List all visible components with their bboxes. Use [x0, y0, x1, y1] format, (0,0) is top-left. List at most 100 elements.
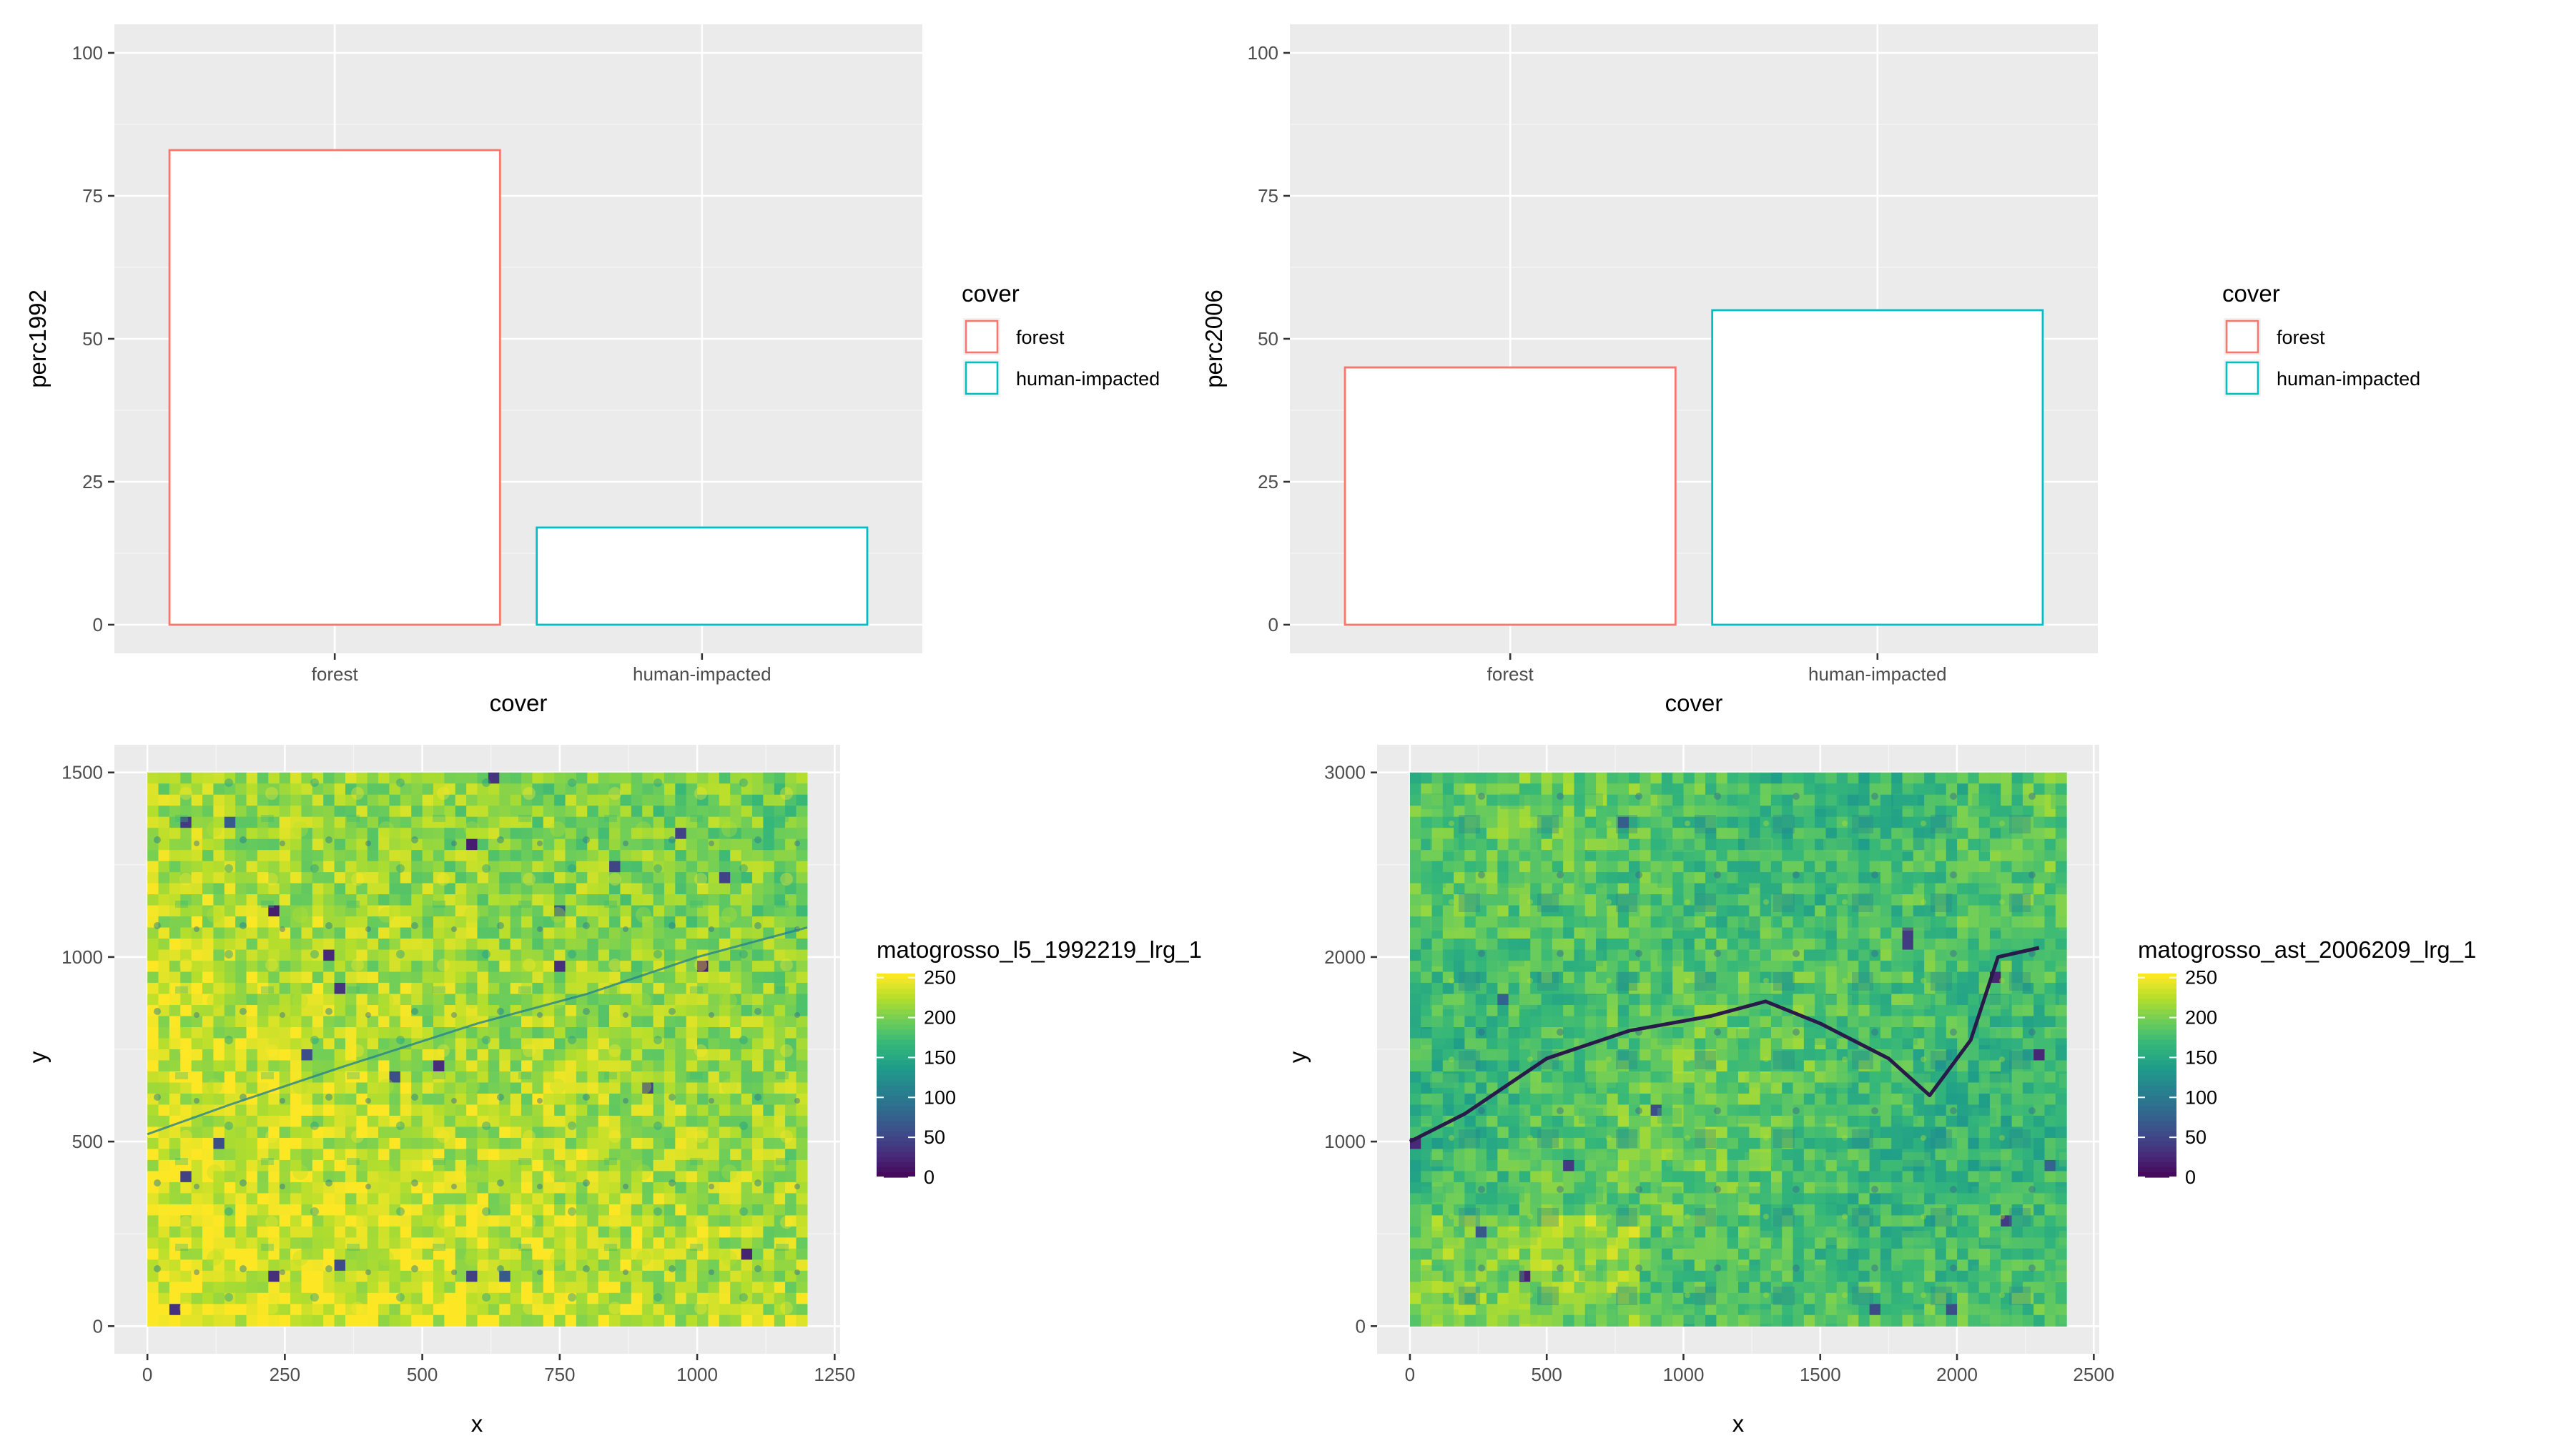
bar-forest	[168, 149, 501, 626]
colorbar-segment	[877, 1167, 915, 1173]
x-tick-label: 750	[544, 1364, 575, 1385]
axes: 0 25 50 75 100 forest human-impacted	[72, 42, 771, 685]
x-tick-label: forest	[312, 663, 359, 685]
colorbar-segment	[877, 1014, 915, 1020]
colorbar-segment	[877, 1172, 915, 1178]
colorbar-segment	[877, 999, 915, 1005]
colorbar-segment	[877, 1004, 915, 1010]
colorbar-tick-label: 150	[924, 1046, 956, 1068]
legend-label-human-impacted: human-impacted	[2277, 368, 2420, 390]
legend-title: cover	[2222, 280, 2280, 307]
colorbar-segment	[877, 1049, 915, 1056]
colorbar-segment	[877, 1075, 915, 1081]
bar-human-impacted	[536, 526, 869, 626]
bar-human-impacted	[1711, 309, 2044, 626]
colorbar-tick-label: 50	[924, 1126, 945, 1148]
colorbar-segment	[877, 1090, 915, 1096]
legend: cover forest human-impacted	[2222, 280, 2420, 397]
bar-chart-1992: 0 25 50 75 100 forest human-impacted cover per…	[24, 24, 1160, 716]
x-axis-title: cover	[1665, 690, 1723, 716]
raster-image	[1409, 772, 2067, 1327]
colorbar-segment	[877, 974, 915, 979]
raster-texture	[147, 772, 807, 1327]
colorbar-title: matogrosso_l5_1992219_lrg_1	[877, 936, 1202, 963]
x-tick-label: forest	[1487, 663, 1534, 685]
y-tick-label: 100	[1248, 42, 1278, 64]
y-tick-label: 25	[82, 471, 103, 492]
y-tick-label: 500	[72, 1131, 103, 1152]
colorbar-tick-label: 250	[924, 967, 956, 989]
colorbar-segment	[877, 1044, 915, 1051]
colorbar-segment	[877, 1070, 915, 1076]
colorbar-segment	[877, 1136, 915, 1142]
colorbar-segment	[877, 1055, 915, 1061]
colorbar-segment	[877, 1157, 915, 1163]
colorbar-segment	[877, 1024, 915, 1030]
legend-label-forest: forest	[2277, 327, 2325, 348]
colorbar-segment	[877, 1152, 915, 1158]
x-tick-label: 500	[407, 1364, 438, 1385]
colorbar-segment	[877, 1101, 915, 1106]
colorbar-segment	[877, 1141, 915, 1147]
x-tick-label: 1250	[814, 1364, 855, 1385]
y-tick-label: 75	[82, 185, 103, 207]
colorbar-segment	[877, 1106, 915, 1111]
colorbar-segment	[877, 1065, 915, 1071]
colorbar-segment	[877, 1121, 915, 1127]
x-axis-title: x	[471, 1410, 483, 1437]
colorbar-segment	[877, 1085, 915, 1091]
y-tick-label: 1000	[61, 946, 103, 968]
raster-image	[147, 772, 808, 1327]
y-tick-label: 0	[93, 614, 103, 635]
colorbar-segment	[877, 1060, 915, 1066]
colorbar-segment	[877, 1029, 915, 1036]
y-tick-label: 1500	[61, 762, 103, 783]
colorbar-segment	[877, 994, 915, 1000]
legend-label-human-impacted: human-impacted	[1016, 368, 1160, 390]
colorbar-segment	[877, 984, 915, 989]
x-tick-label: 0	[142, 1364, 152, 1385]
x-tick-label: 250	[270, 1364, 300, 1385]
colorbar-segment	[877, 1080, 915, 1086]
colorbar-segment	[877, 1111, 915, 1117]
legend-swatch-forest	[2225, 320, 2259, 354]
colorbar-segment	[877, 1009, 915, 1015]
x-tick-label: human-impacted	[1808, 663, 1947, 685]
y-tick-label: 25	[1258, 471, 1278, 492]
colorbar-segment	[877, 1034, 915, 1041]
legend: cover forest human-impacted	[962, 280, 1160, 397]
legend-swatch-human-impacted	[2225, 361, 2259, 395]
colorbar-segment	[877, 1147, 915, 1152]
x-tick-label: human-impacted	[633, 663, 771, 685]
bar-forest	[1343, 366, 1677, 626]
colorbar-tick-label: 200	[924, 1007, 956, 1029]
legend-swatch-forest	[965, 320, 999, 354]
colorbar-segment	[877, 989, 915, 995]
bars	[168, 149, 869, 626]
colorbar-segment	[877, 1126, 915, 1132]
legend-title: cover	[962, 280, 1020, 307]
legend-label-forest: forest	[1016, 327, 1065, 348]
y-tick-label: 0	[1268, 614, 1278, 635]
colorbar-segment	[877, 1162, 915, 1168]
colorbar-tick-label: 100	[924, 1086, 956, 1108]
colorbar-segment	[877, 1096, 915, 1101]
y-axis-title: perc1992	[24, 289, 51, 388]
y-tick-label: 75	[1258, 185, 1278, 207]
y-axis-title: perc2006	[1200, 289, 1227, 388]
y-tick-label: 100	[72, 42, 103, 64]
bars	[1343, 309, 2044, 626]
y-tick-label: 0	[93, 1315, 103, 1337]
colorbar: matogrosso_l5_1992219_lrg_1 050100150200…	[877, 936, 1202, 1188]
legend-swatch-human-impacted	[965, 361, 999, 395]
y-axis-title: y	[24, 1051, 51, 1063]
colorbar-segment	[877, 1039, 915, 1046]
colorbar-segment	[877, 1131, 915, 1137]
y-tick-label: 50	[82, 328, 103, 350]
colorbar-segment	[877, 979, 915, 984]
